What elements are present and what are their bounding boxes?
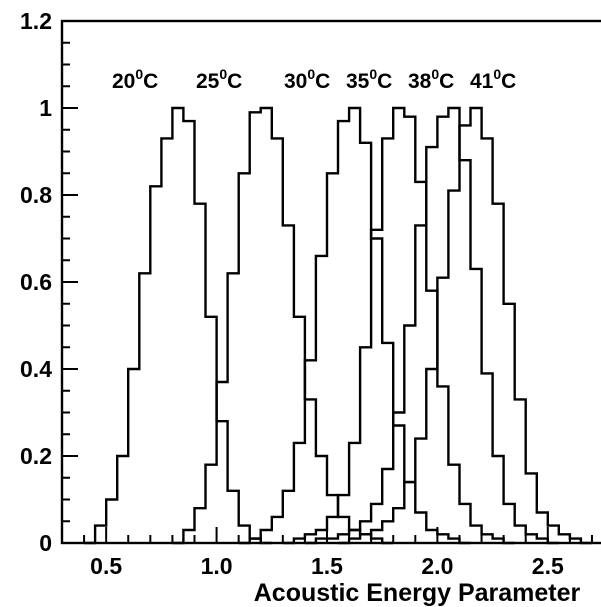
y-tick-label: 0 — [39, 530, 52, 556]
histogram-series-30c — [238, 106, 471, 545]
y-tick-label: 1 — [39, 95, 52, 121]
histogram-series-20c — [84, 106, 272, 545]
x-tick-labels: 0.5 1.0 1.5 2.0 2.5 — [90, 553, 564, 579]
plot-frame — [60, 19, 601, 545]
axis-ticks — [61, 20, 593, 544]
series-label-30c: 300C — [284, 66, 330, 93]
histogram-series-41c — [338, 106, 592, 545]
x-tick-label: 1.5 — [311, 553, 343, 579]
y-tick-label: 0.4 — [20, 356, 52, 382]
histogram-series-25c — [172, 106, 394, 545]
series-label-38c: 380C — [408, 66, 454, 93]
y-tick-label: 0.6 — [20, 269, 52, 295]
y-tick-label: 0.2 — [20, 443, 52, 469]
x-tick-label: 0.5 — [90, 553, 122, 579]
histogram-series-38c — [304, 106, 559, 545]
y-tick-labels: 0 0.2 0.4 0.6 0.8 1 1.2 — [20, 8, 52, 556]
y-tick-label: 1.2 — [20, 8, 52, 34]
series-label-35c: 350C — [346, 66, 392, 93]
x-axis-title: Acoustic Energy Parameter — [254, 579, 581, 607]
x-tick-label: 2.0 — [421, 553, 453, 579]
histogram-series-35c — [282, 106, 515, 545]
series-label-25c: 250C — [196, 66, 242, 93]
x-tick-label: 1.0 — [201, 553, 233, 579]
series-label-41c: 410C — [470, 66, 516, 93]
x-tick-label: 2.5 — [532, 553, 564, 579]
series-group — [84, 106, 592, 545]
series-label-20c: 200C — [112, 66, 158, 93]
series-labels: 200C 250C 300C 350C 380C 410C — [112, 66, 516, 93]
y-tick-label: 0.8 — [20, 182, 52, 208]
